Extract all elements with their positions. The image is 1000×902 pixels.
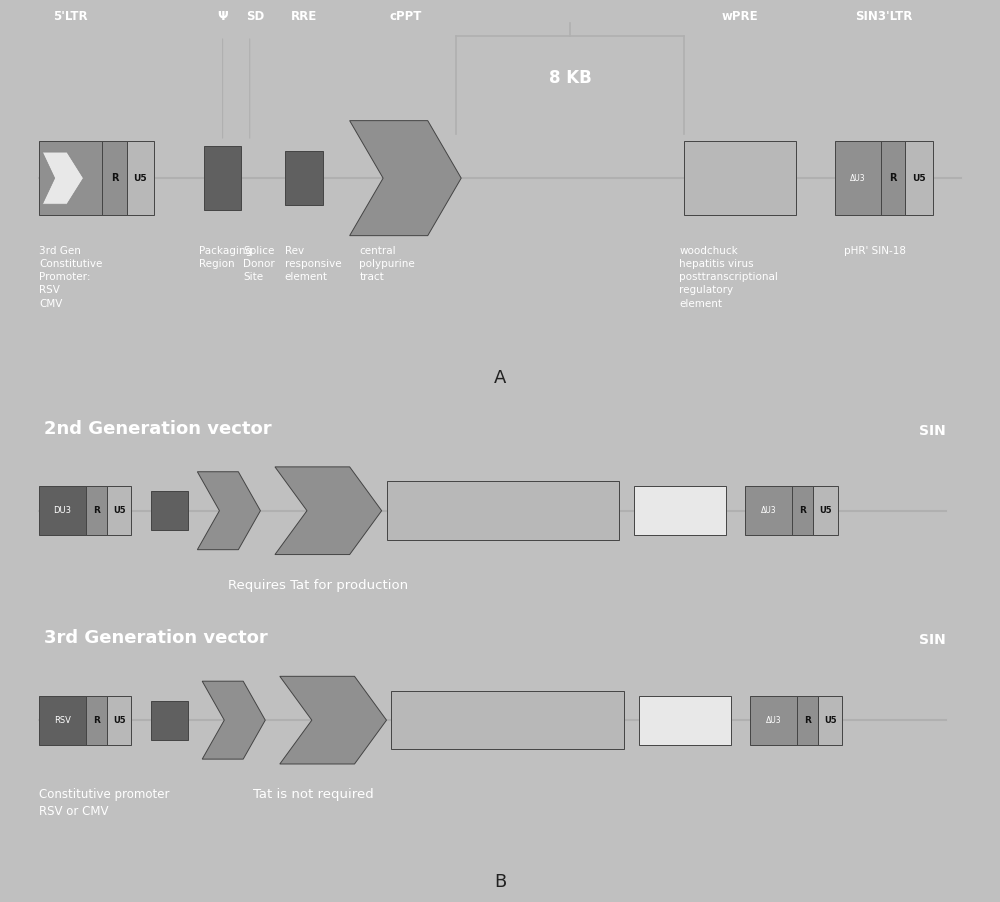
Polygon shape xyxy=(202,681,265,759)
Text: R: R xyxy=(799,506,806,515)
Text: SIN3'LTR: SIN3'LTR xyxy=(855,10,912,23)
Text: R: R xyxy=(111,173,118,183)
Bar xyxy=(881,141,905,216)
Bar xyxy=(792,486,813,535)
Text: ΔU3: ΔU3 xyxy=(850,174,866,182)
Text: U5: U5 xyxy=(113,506,126,515)
Text: 3rd Gen
Constitutive
Promoter:
RSV
CMV: 3rd Gen Constitutive Promoter: RSV CMV xyxy=(39,245,103,308)
Bar xyxy=(835,141,881,216)
Text: DU3: DU3 xyxy=(54,506,72,515)
Bar xyxy=(204,146,241,210)
Bar xyxy=(107,695,131,744)
Text: woodchuck
hepatitis virus
posttranscriptional
regulatory
element: woodchuck hepatitis virus posttranscript… xyxy=(679,245,778,308)
Polygon shape xyxy=(350,121,461,235)
Text: R: R xyxy=(93,506,100,515)
Text: Packaging
Region: Packaging Region xyxy=(199,245,252,269)
Bar xyxy=(86,486,107,535)
Text: R: R xyxy=(93,715,100,724)
Text: R: R xyxy=(890,173,897,183)
Bar xyxy=(387,482,619,540)
Text: R: R xyxy=(804,715,811,724)
Text: Requires Tat for production: Requires Tat for production xyxy=(228,579,409,592)
Text: ΔU3: ΔU3 xyxy=(761,506,777,515)
Text: 8 KB: 8 KB xyxy=(549,69,592,87)
Bar xyxy=(813,486,838,535)
Bar xyxy=(745,486,792,535)
Bar xyxy=(639,695,731,744)
Text: wPRE: wPRE xyxy=(722,10,758,23)
Text: 2nd Generation vector: 2nd Generation vector xyxy=(44,419,272,437)
Polygon shape xyxy=(275,467,382,555)
Text: Tat is not required: Tat is not required xyxy=(253,788,373,801)
Text: U5: U5 xyxy=(912,174,926,182)
Text: central
polypurine
tract: central polypurine tract xyxy=(359,245,415,282)
Text: Splice
Donor
Site: Splice Donor Site xyxy=(243,245,275,282)
Bar xyxy=(818,695,842,744)
Bar xyxy=(634,486,726,535)
Text: pHR' SIN-18: pHR' SIN-18 xyxy=(844,245,906,256)
Polygon shape xyxy=(42,152,83,204)
Bar xyxy=(39,141,102,216)
Text: Rev
responsive
element: Rev responsive element xyxy=(285,245,341,282)
Text: A: A xyxy=(494,369,506,387)
Polygon shape xyxy=(280,676,387,764)
Text: SIN: SIN xyxy=(919,633,946,647)
Text: 3rd Generation vector: 3rd Generation vector xyxy=(44,629,268,647)
Text: RSV: RSV xyxy=(54,715,71,724)
Text: RRE: RRE xyxy=(291,10,317,23)
Bar xyxy=(285,151,323,205)
Text: U5: U5 xyxy=(133,174,147,182)
Bar xyxy=(684,141,796,216)
Bar xyxy=(39,486,86,535)
Bar xyxy=(151,701,188,740)
Bar xyxy=(86,695,107,744)
Bar xyxy=(391,691,624,750)
Bar xyxy=(39,695,86,744)
Polygon shape xyxy=(197,472,260,549)
Bar xyxy=(151,492,188,530)
Text: U5: U5 xyxy=(113,715,126,724)
Text: SD: SD xyxy=(246,10,265,23)
Text: U5: U5 xyxy=(819,506,832,515)
Bar xyxy=(905,141,933,216)
Text: SIN: SIN xyxy=(919,424,946,437)
Bar xyxy=(797,695,818,744)
Bar xyxy=(127,141,154,216)
Text: cPPT: cPPT xyxy=(389,10,422,23)
Text: 5'LTR: 5'LTR xyxy=(53,10,88,23)
Text: B: B xyxy=(494,873,506,890)
Text: ΔU3: ΔU3 xyxy=(766,715,781,724)
Text: Constitutive promoter
RSV or CMV: Constitutive promoter RSV or CMV xyxy=(39,788,170,818)
Text: Ψ: Ψ xyxy=(217,10,228,23)
Text: U5: U5 xyxy=(824,715,837,724)
Bar xyxy=(107,486,131,535)
Bar xyxy=(102,141,127,216)
Bar xyxy=(750,695,797,744)
